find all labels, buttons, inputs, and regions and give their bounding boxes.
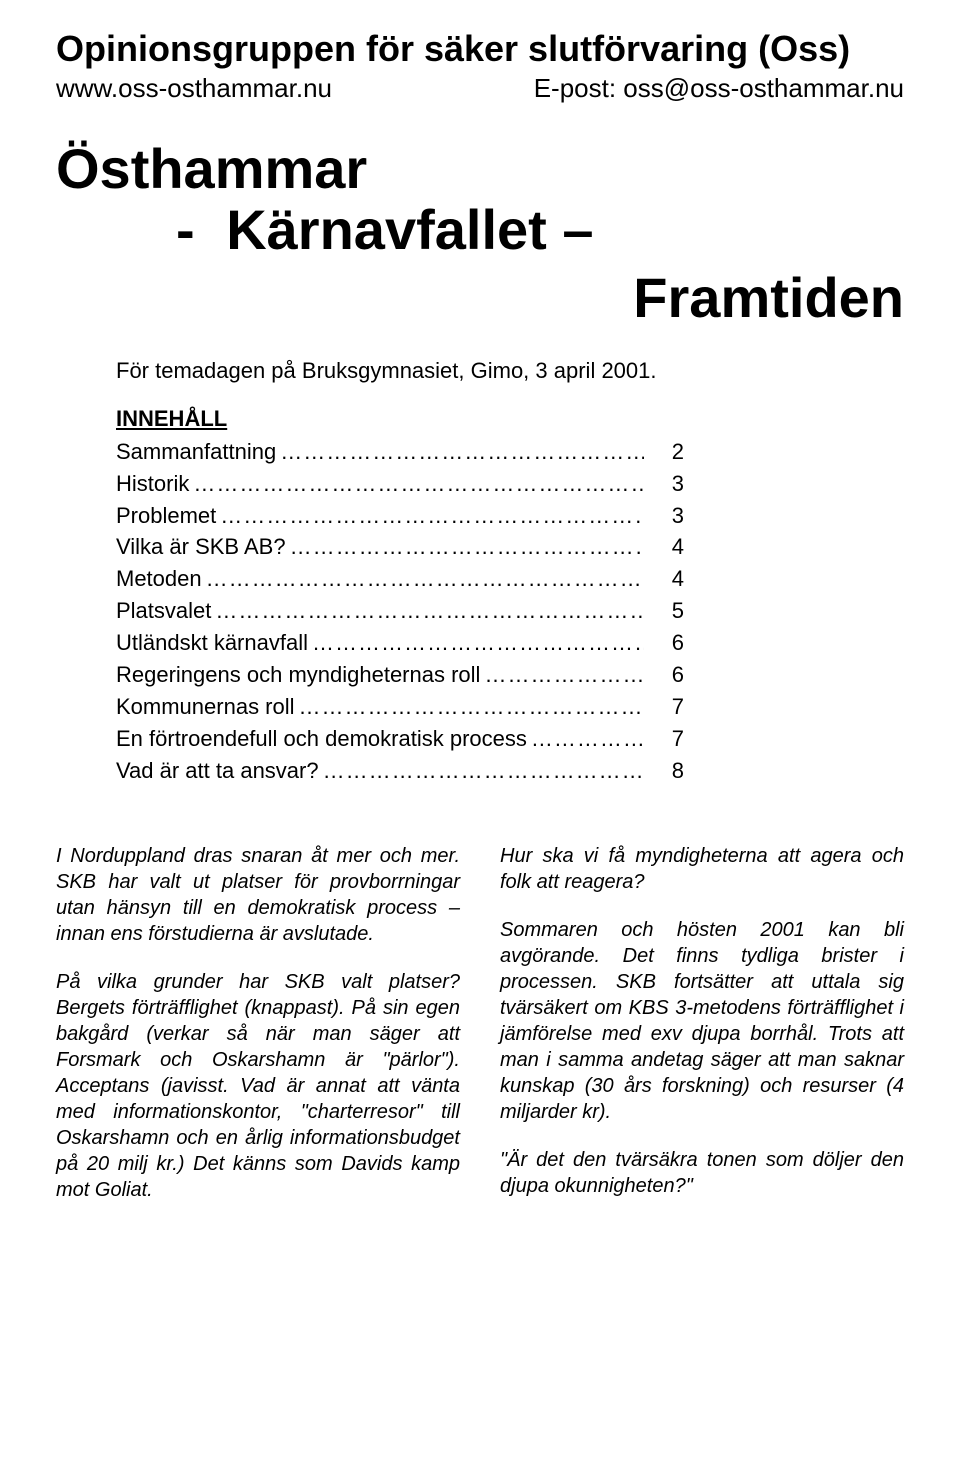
paragraph: På vilka grunder har SKB valt platser? B… <box>56 969 460 1203</box>
toc-label: Sammanfattning <box>116 436 276 468</box>
toc-label: Vad är att ta ansvar? <box>116 755 319 787</box>
toc-dots: ………………………………………………………………… <box>202 563 644 595</box>
toc-dots: ………………………………………………………………… <box>216 500 644 532</box>
toc-page-number: 3 <box>644 468 904 500</box>
toc-row: Kommunernas roll ……………………………………………………………… <box>116 691 904 723</box>
body-columns: I Norduppland dras snaran åt mer och mer… <box>56 843 904 1225</box>
website-text: www.oss-osthammar.nu <box>56 73 332 104</box>
toc-page-number: 2 <box>644 436 904 468</box>
toc-row: Problemet …………………………………………………………………3 <box>116 500 904 532</box>
toc-dots: ………………………………………………………………… <box>211 595 644 627</box>
toc-dots: ………………………………………………………………… <box>295 691 644 723</box>
toc-label: Historik <box>116 468 189 500</box>
paragraph: I Norduppland dras snaran åt mer och mer… <box>56 843 460 947</box>
toc-label: Problemet <box>116 500 216 532</box>
toc-page-number: 6 <box>644 659 904 691</box>
toc-page-number: 6 <box>644 627 904 659</box>
toc-row: Sammanfattning …………………………………………………………………… <box>116 436 904 468</box>
toc-heading: INNEHÅLL <box>116 406 904 432</box>
toc-page-number: 4 <box>644 531 904 563</box>
toc-label: Utländskt kärnavfall <box>116 627 308 659</box>
toc-page-number: 7 <box>644 723 904 755</box>
document-page: Opinionsgruppen för säker slutförvaring … <box>0 0 960 1465</box>
main-title-line1: Östhammar <box>56 140 904 199</box>
toc-dots: ………………………………………………………………… <box>189 468 644 500</box>
paragraph: Hur ska vi få myndigheterna att agera oc… <box>500 843 904 895</box>
toc-dots: ………………………………………………………………… <box>308 627 644 659</box>
toc-page-number: 8 <box>644 755 904 787</box>
toc-dots: ………………………………………………………………… <box>480 659 644 691</box>
contact-row: www.oss-osthammar.nu E-post: oss@oss-ost… <box>56 73 904 104</box>
toc-label: Metoden <box>116 563 202 595</box>
toc-row: Vad är att ta ansvar? ………………………………………………… <box>116 755 904 787</box>
toc-row: Platsvalet …………………………………………………………………5 <box>116 595 904 627</box>
toc-row: Metoden …………………………………………………………………4 <box>116 563 904 595</box>
column-left: I Norduppland dras snaran åt mer och mer… <box>56 843 460 1225</box>
toc-row: En förtroendefull och demokratisk proces… <box>116 723 904 755</box>
event-line: För temadagen på Bruksgymnasiet, Gimo, 3… <box>56 358 904 384</box>
org-title: Opinionsgruppen för säker slutförvaring … <box>56 28 904 69</box>
table-of-contents: INNEHÅLL Sammanfattning …………………………………………… <box>56 406 904 787</box>
toc-label: Platsvalet <box>116 595 211 627</box>
toc-row: Vilka är SKB AB? ……………………………………………………………… <box>116 531 904 563</box>
paragraph: "Är det den tvärsäkra tonen som döljer d… <box>500 1147 904 1199</box>
toc-dots: ………………………………………………………………… <box>286 531 644 563</box>
toc-page-number: 4 <box>644 563 904 595</box>
toc-dots: ………………………………………………………………… <box>276 436 644 468</box>
toc-row: Historik …………………………………………………………………3 <box>116 468 904 500</box>
toc-label: Vilka är SKB AB? <box>116 531 286 563</box>
toc-dots: ………………………………………………………………… <box>319 755 644 787</box>
toc-label: En förtroendefull och demokratisk proces… <box>116 723 527 755</box>
toc-label: Regeringens och myndigheternas roll <box>116 659 480 691</box>
main-title-line3: Framtiden <box>56 265 904 330</box>
toc-label: Kommunernas roll <box>116 691 295 723</box>
main-title-line2: - Kärnavfallet – <box>56 199 904 261</box>
toc-page-number: 3 <box>644 500 904 532</box>
toc-page-number: 5 <box>644 595 904 627</box>
toc-dots: ………………………………………………………………… <box>527 723 644 755</box>
email-text: E-post: oss@oss-osthammar.nu <box>534 73 904 104</box>
toc-page-number: 7 <box>644 691 904 723</box>
toc-row: Utländskt kärnavfall …………………………………………………… <box>116 627 904 659</box>
column-right: Hur ska vi få myndigheterna att agera oc… <box>500 843 904 1225</box>
subtitle-word1: Kärnavfallet – <box>226 198 593 261</box>
paragraph: Sommaren och hösten 2001 kan bli avgöran… <box>500 917 904 1125</box>
dash: - <box>176 198 195 261</box>
toc-row: Regeringens och myndigheternas roll …………… <box>116 659 904 691</box>
